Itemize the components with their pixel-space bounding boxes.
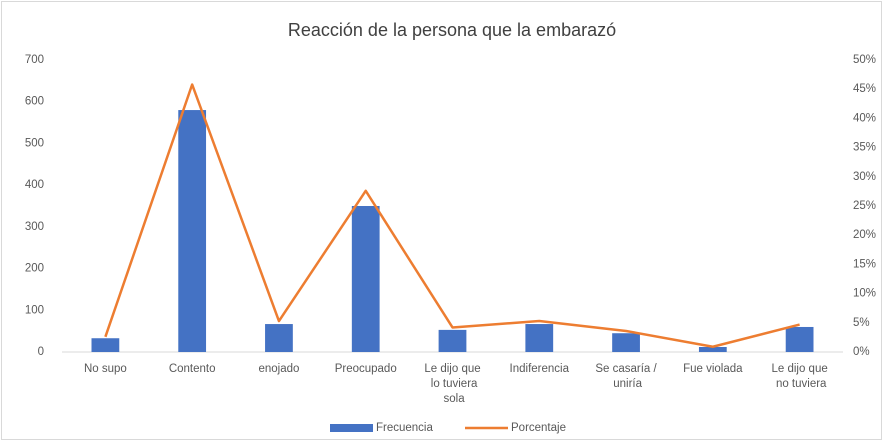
y-tick-label: 400 — [25, 179, 44, 191]
y-tick-label: 700 — [25, 54, 44, 66]
x-tick-label: Le dijo que no tuviera — [771, 363, 827, 390]
bar — [178, 110, 207, 352]
y-tick-label: 0 — [38, 346, 44, 358]
y2-tick-label: 10% — [853, 288, 876, 300]
x-tick-label: Indiferencia — [510, 363, 570, 375]
x-tick-label: Preocupado — [335, 363, 397, 375]
y-tick-label: 500 — [25, 137, 44, 149]
chart-title: Reacción de la persona que la embarazó — [288, 20, 616, 40]
y-tick-label: 100 — [25, 304, 44, 316]
bar — [612, 333, 640, 352]
y2-tick-label: 30% — [853, 171, 876, 183]
x-tick-label: No supo — [84, 363, 127, 375]
line — [104, 83, 800, 348]
bar — [525, 324, 554, 352]
bar — [785, 326, 814, 352]
y2-tick-label: 0% — [853, 346, 870, 358]
y2-tick-label: 45% — [853, 83, 876, 95]
y-tick-label: 200 — [25, 263, 44, 275]
bar — [351, 206, 380, 352]
y2-tick-label: 35% — [853, 142, 876, 154]
bar — [91, 338, 120, 352]
y2-tick-label: 20% — [853, 229, 876, 241]
y2-tick-label: 25% — [853, 200, 876, 212]
x-tick-label: Contento — [169, 363, 216, 375]
legend-label: Porcentaje — [511, 422, 566, 434]
bar — [698, 346, 727, 352]
y2-tick-label: 40% — [853, 112, 876, 124]
bar — [265, 324, 293, 352]
bar — [438, 329, 467, 352]
y2-tick-label: 50% — [853, 54, 876, 66]
legend-swatch — [330, 424, 373, 432]
y-tick-label: 300 — [25, 221, 44, 233]
chart-border — [1, 1, 882, 440]
y2-tick-label: 5% — [853, 317, 870, 329]
x-tick-label: Se casaría / uniría — [595, 363, 657, 390]
y-tick-label: 600 — [25, 96, 44, 108]
x-tick-label: Le dijo que lo tuviera sola — [424, 363, 480, 405]
y2-tick-label: 15% — [853, 258, 876, 270]
legend-label: Frecuencia — [376, 422, 433, 434]
x-tick-label: enojado — [258, 363, 299, 375]
x-tick-label: Fue violada — [683, 363, 743, 375]
